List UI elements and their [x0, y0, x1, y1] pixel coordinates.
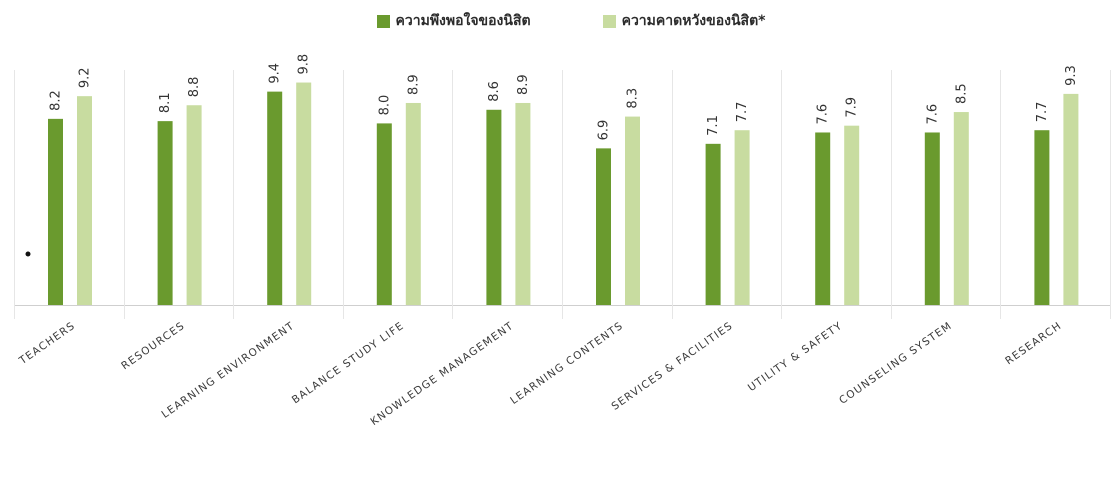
- bar-satisfaction: [376, 123, 392, 306]
- bar-expectation: [625, 116, 640, 305]
- legend-swatch-expectation: [602, 14, 616, 28]
- data-label: 8.0: [377, 95, 392, 116]
- data-label: 9.2: [78, 67, 93, 88]
- data-label: 8.1: [158, 92, 173, 113]
- bar-expectation: [405, 102, 421, 305]
- bar-expectation: [734, 130, 750, 305]
- data-label: 8.2: [49, 90, 64, 111]
- data-label: 7.1: [706, 115, 721, 136]
- legend-item-satisfaction: ความพึงพอใจของนิสิต: [376, 10, 531, 32]
- legend-label-satisfaction: ความพึงพอใจของนิสิต: [395, 13, 531, 29]
- data-label: 9.4: [268, 63, 283, 84]
- category-label: LEARNING ENVIRONMENT: [159, 320, 296, 421]
- category-label: UTILITY & SAFETY: [746, 320, 845, 394]
- category-label: TEACHERS: [16, 320, 77, 368]
- bar-satisfaction: [1034, 130, 1050, 305]
- bar-expectation: [77, 96, 92, 305]
- data-label: 8.5: [954, 83, 969, 104]
- bar-satisfaction: [924, 132, 940, 305]
- marker-dot: [25, 251, 31, 257]
- bar-expectation: [1063, 93, 1079, 305]
- data-label: 6.9: [597, 120, 612, 141]
- category-label: BALANCE STUDY LIFE: [290, 320, 407, 407]
- data-label: 8.9: [516, 74, 531, 95]
- data-label: 7.6: [816, 104, 831, 125]
- data-label: 9.8: [297, 54, 312, 75]
- bar-expectation: [515, 102, 531, 305]
- data-label: 7.7: [735, 102, 750, 123]
- data-label: 7.7: [1035, 102, 1050, 123]
- data-label: 8.6: [487, 81, 502, 102]
- data-label: 9.3: [1064, 65, 1079, 86]
- bar-satisfaction: [267, 91, 283, 306]
- bar-satisfaction: [48, 118, 63, 305]
- bar-satisfaction: [815, 132, 831, 305]
- bar-expectation: [953, 112, 969, 305]
- category-label: RESEARCH: [1003, 320, 1064, 368]
- bar-satisfaction: [705, 143, 721, 305]
- legend-label-expectation: ความคาดหวังของนิสิต*: [621, 13, 766, 29]
- data-label: 8.8: [187, 77, 202, 98]
- bar-expectation: [296, 82, 312, 305]
- bar-satisfaction: [157, 121, 173, 305]
- category-label: RESOURCES: [119, 320, 187, 373]
- data-label: 8.9: [406, 74, 421, 95]
- bar-satisfaction: [486, 109, 502, 305]
- bar-expectation: [844, 125, 860, 305]
- category-label: COUNSELING SYSTEM: [837, 320, 954, 407]
- data-label: 7.6: [925, 104, 940, 125]
- category-label: SERVICES & FACILITIES: [609, 320, 735, 413]
- legend: ความพึงพอใจของนิสิต ความคาดหวังของนิสิต*: [0, 10, 1112, 32]
- legend-item-expectation: ความคาดหวังของนิสิต*: [602, 10, 766, 32]
- legend-swatch-satisfaction: [376, 14, 390, 28]
- data-label: 8.3: [626, 88, 641, 109]
- category-label: LEARNING CONTENTS: [508, 320, 626, 407]
- bar-satisfaction: [596, 148, 611, 305]
- data-label: 7.9: [845, 97, 860, 118]
- bar-expectation: [186, 105, 202, 306]
